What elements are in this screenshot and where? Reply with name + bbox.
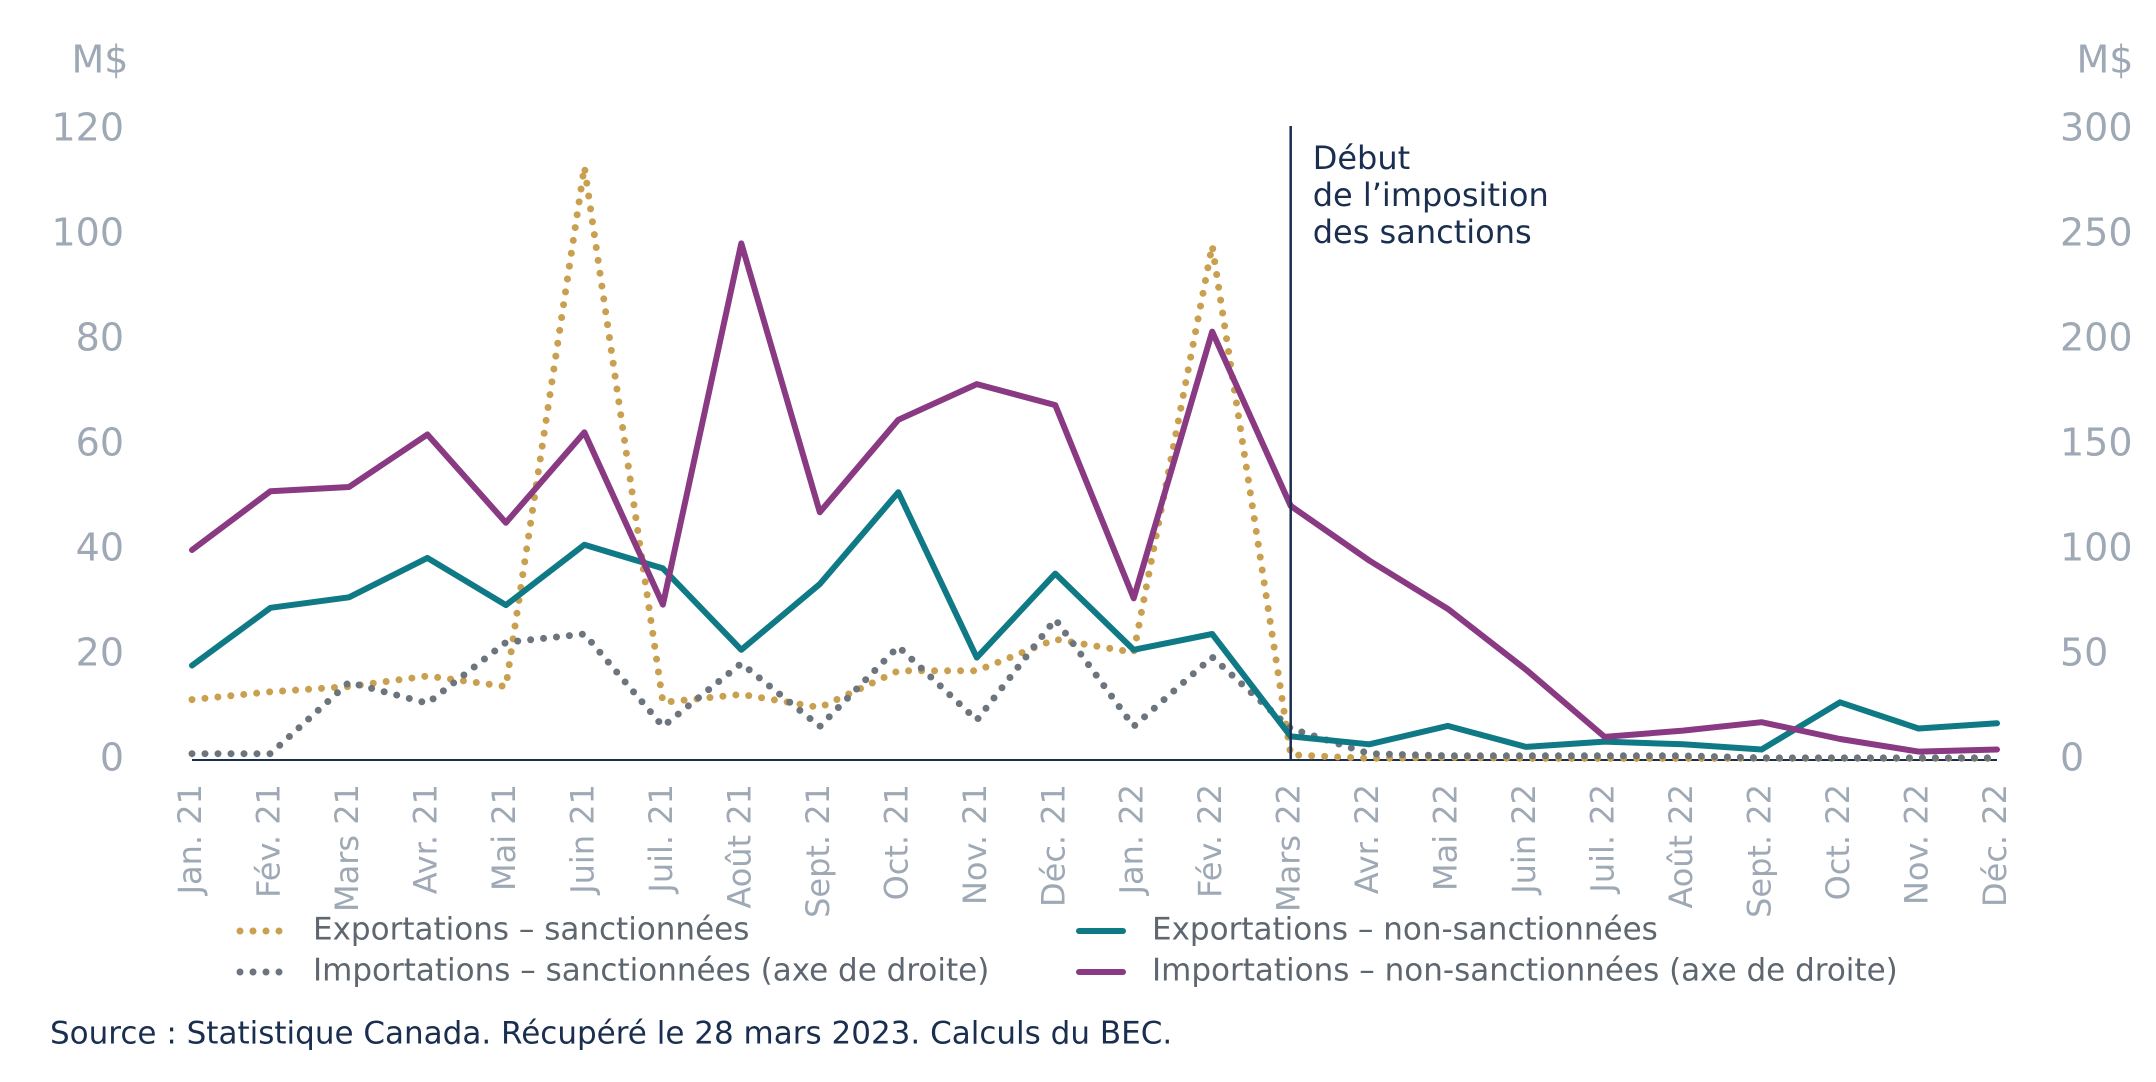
- series-line: [189, 240, 2000, 755]
- legend-label: Exportations – non-sanctionnées: [1152, 912, 1658, 948]
- annotation: de l’imposition: [1313, 176, 1549, 214]
- x-tick-label: Juin 21: [563, 784, 601, 896]
- y-tick-label: 80: [76, 316, 124, 360]
- x-tick-label: Déc. 22: [1976, 784, 2014, 907]
- x-tick-label: Fév. 21: [249, 784, 287, 898]
- x-tick-label: Oct. 21: [877, 784, 915, 900]
- legend-label: Importations – non-sanctionnées (axe de …: [1152, 953, 1898, 989]
- x-tick-label: Jan. 21: [171, 784, 209, 896]
- annotation: des sanctions: [1313, 213, 1532, 251]
- y-axis-label: M$: [72, 38, 129, 82]
- x-tick-label: Juil. 22: [1584, 784, 1622, 895]
- y-tick-label: 20: [76, 631, 124, 675]
- legend-label: Importations – sanctionnées (axe de droi…: [313, 953, 989, 989]
- series-line: [188, 163, 2001, 762]
- y2-tick-label: 300: [2060, 106, 2133, 150]
- y2-tick-label: 250: [2060, 211, 2133, 255]
- x-tick-label: Oct. 22: [1819, 784, 1857, 900]
- x-tick-label: Sept. 22: [1741, 784, 1779, 918]
- x-tick-label: Nov. 21: [956, 784, 994, 905]
- y-tick-label: 100: [51, 211, 124, 255]
- x-tick-label: Juil. 21: [642, 784, 680, 895]
- y2-tick-label: 50: [2060, 631, 2108, 675]
- x-tick-label: Déc. 21: [1034, 784, 1072, 907]
- x-tick-label: Août 21: [720, 784, 758, 909]
- x-tick-label: Août 22: [1662, 784, 1700, 909]
- y2-tick-label: 100: [2060, 526, 2133, 570]
- x-tick-label: Fév. 22: [1191, 784, 1229, 898]
- series-line: [188, 615, 2001, 762]
- x-tick-label: Juin 22: [1505, 784, 1543, 896]
- y2-axis-label: M$: [2077, 38, 2134, 82]
- x-tick-label: Avr. 21: [406, 784, 444, 894]
- y2-tick-label: 200: [2060, 316, 2133, 360]
- x-tick-label: Mai 21: [485, 784, 523, 891]
- x-tick-label: Mars 22: [1270, 784, 1308, 912]
- y-tick-label: 120: [51, 106, 124, 150]
- x-tick-label: Jan. 22: [1113, 784, 1151, 896]
- y2-tick-label: 0: [2060, 736, 2084, 780]
- x-tick-label: Mars 21: [328, 784, 366, 912]
- x-tick-label: Sept. 21: [799, 784, 837, 918]
- x-tick-label: Nov. 22: [1898, 784, 1936, 905]
- y-tick-label: 60: [76, 421, 124, 465]
- y-tick-label: 0: [100, 736, 124, 780]
- source: Source : Statistique Canada. Récupéré le…: [50, 1016, 1172, 1052]
- annotation: Début: [1313, 139, 1410, 177]
- y2-tick-label: 150: [2060, 421, 2133, 465]
- y-tick-label: 40: [76, 526, 124, 570]
- x-tick-label: Mai 22: [1427, 784, 1465, 891]
- legend-label: Exportations – sanctionnées: [313, 912, 749, 948]
- series-line: [189, 489, 2000, 753]
- x-tick-label: Avr. 22: [1348, 784, 1386, 894]
